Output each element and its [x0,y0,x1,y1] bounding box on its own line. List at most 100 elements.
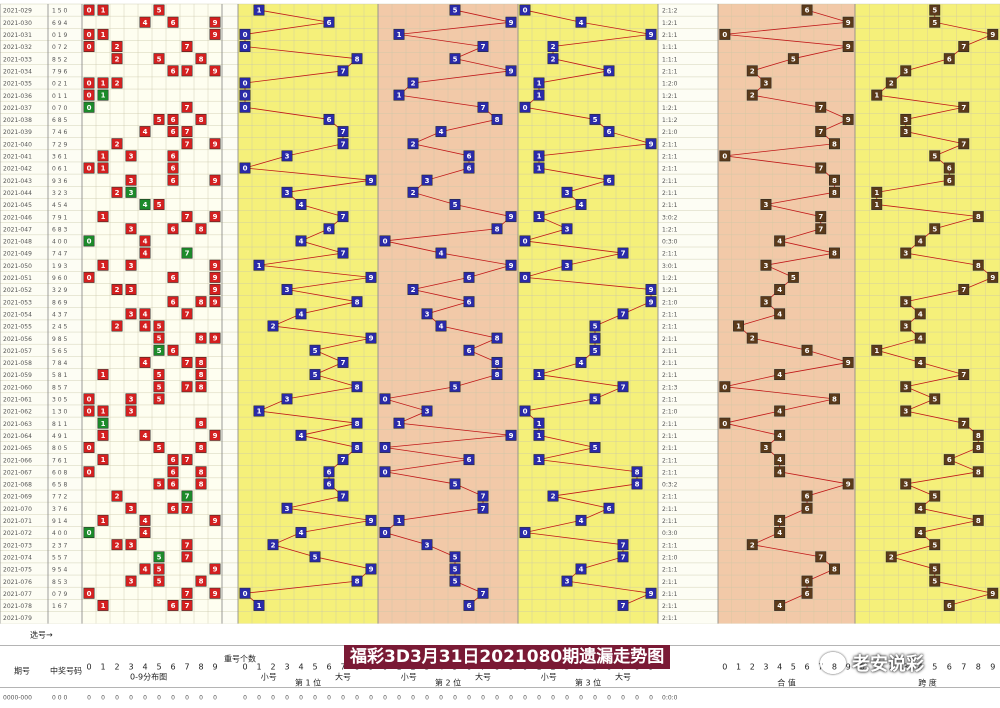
dist-ball-label: 3 [129,286,134,294]
dist-ball [167,502,179,514]
pos1-ball [337,356,349,368]
dist-ball-label: 6 [171,19,176,27]
winning-number: 3 0 5 [52,397,67,404]
dist-ball [181,138,193,150]
dist-ball-label: 0 [87,165,92,173]
dist-ball [167,16,179,28]
pos2-ball [379,527,391,538]
digit-header: 2 [750,663,755,672]
ratio-label: 2:1:1 [662,141,678,148]
pos1-ball [323,223,335,235]
pos1-ball [281,284,293,295]
sum-ball [842,113,854,125]
winning-number: 4 3 7 [52,311,67,318]
pos1-ball [337,138,349,150]
pos2-ball [477,41,489,52]
dist-ball-label: 1 [101,262,106,270]
sum-ball [801,587,813,599]
period-label: 2021-034 [3,68,32,75]
dist-ball-label: 1 [101,92,106,100]
dist-ball [97,514,109,526]
span-ball-label: 4 [918,529,923,537]
omit-cell: 0 [313,695,317,702]
winning-number: 7 4 6 [52,129,67,136]
pos1-ball-label: 3 [285,286,290,294]
period-label: 2021-071 [3,518,32,525]
pos2-ball-label: 0 [383,395,388,403]
sum-ball-label: 4 [777,310,782,318]
pos3-ball [533,77,545,89]
pos2-ball-label: 9 [509,432,514,440]
dist-ball-label: 4 [143,517,148,525]
ratio-label: 2:1:1 [662,433,678,440]
pos2-ball-label: 3 [425,541,430,549]
span-ball [900,113,912,125]
dist-ball [153,393,165,405]
pos2-ball [463,454,475,466]
dist-ball-label: 7 [185,250,190,258]
pos1-ball [365,332,377,344]
pos2-ball [491,223,503,235]
pos1-ball [337,65,349,77]
pos3-ball-label: 8 [635,468,640,476]
span-ball [929,393,941,405]
dist-ball [139,126,151,138]
pos1-ball [365,174,377,186]
omit-cell: 0 [593,695,597,702]
dist-ball [181,599,193,611]
dist-ball-label: 8 [199,420,204,428]
period-label: 2021-047 [3,226,32,233]
period-label: 2021-048 [3,239,32,246]
digit-header: 3 [903,663,908,672]
winning-number: 6 5 8 [52,482,67,489]
dist-ball-label: 6 [171,128,176,136]
dist-ball-label: 0 [87,31,92,39]
dist-ball [181,211,193,223]
pos1-ball [281,150,293,162]
dist-ball-label: 9 [213,335,218,343]
sum-ball [774,527,786,538]
dist-ball-label: 3 [129,189,134,197]
pos1-ball [323,16,335,28]
dist-ball-label: 8 [199,298,204,306]
pos3-ball-label: 7 [621,250,626,258]
winning-number: 1 5 0 [52,8,67,15]
pos3-ball-label: 2 [551,43,556,51]
sum-ball [760,442,772,453]
ratio-label: 3:0:1 [662,263,678,270]
span-ball [972,429,984,441]
span-ball-label: 9 [990,590,995,598]
pos1-ball [253,405,265,417]
winning-number: 4 0 0 [52,239,67,246]
pos1-ball [281,186,293,198]
span-ball-label: 5 [932,152,937,160]
pos3-ball [589,393,601,405]
dist-ball-label: 9 [213,140,218,148]
dist-ball-label: 1 [101,165,106,173]
dist-ball [125,259,137,271]
dist-ball [167,150,179,162]
dist-ball-label: 5 [157,578,162,586]
period-label: 2021-073 [3,542,32,549]
dist-ball-label: 5 [157,335,162,343]
pos2-ball-label: 8 [495,116,500,124]
section-bg-period [0,4,48,624]
digit-header: 5 [156,663,161,672]
pos2-ball-label: 4 [439,128,444,136]
winning-number: 9 3 6 [52,178,67,185]
omit-cell: 0 [537,695,541,702]
dist-ball-label: 0 [87,408,92,416]
repeat-header: 重号个数 [224,654,256,664]
pos2-ball-label: 9 [509,67,514,75]
ratio-label: 2:1:1 [662,154,678,161]
sum-ball-label: 6 [805,505,810,513]
digit-header: 6 [805,663,810,672]
sum-ball-label: 4 [777,286,782,294]
pos3-ball [533,429,545,441]
dist-ball [97,150,109,162]
omit-cell: 0 [453,695,457,702]
dist-ball-label: 6 [171,481,176,489]
pos1-ball [309,369,321,381]
period-label: 2021-059 [3,372,32,379]
winning-number: 0 7 0 [52,105,67,112]
